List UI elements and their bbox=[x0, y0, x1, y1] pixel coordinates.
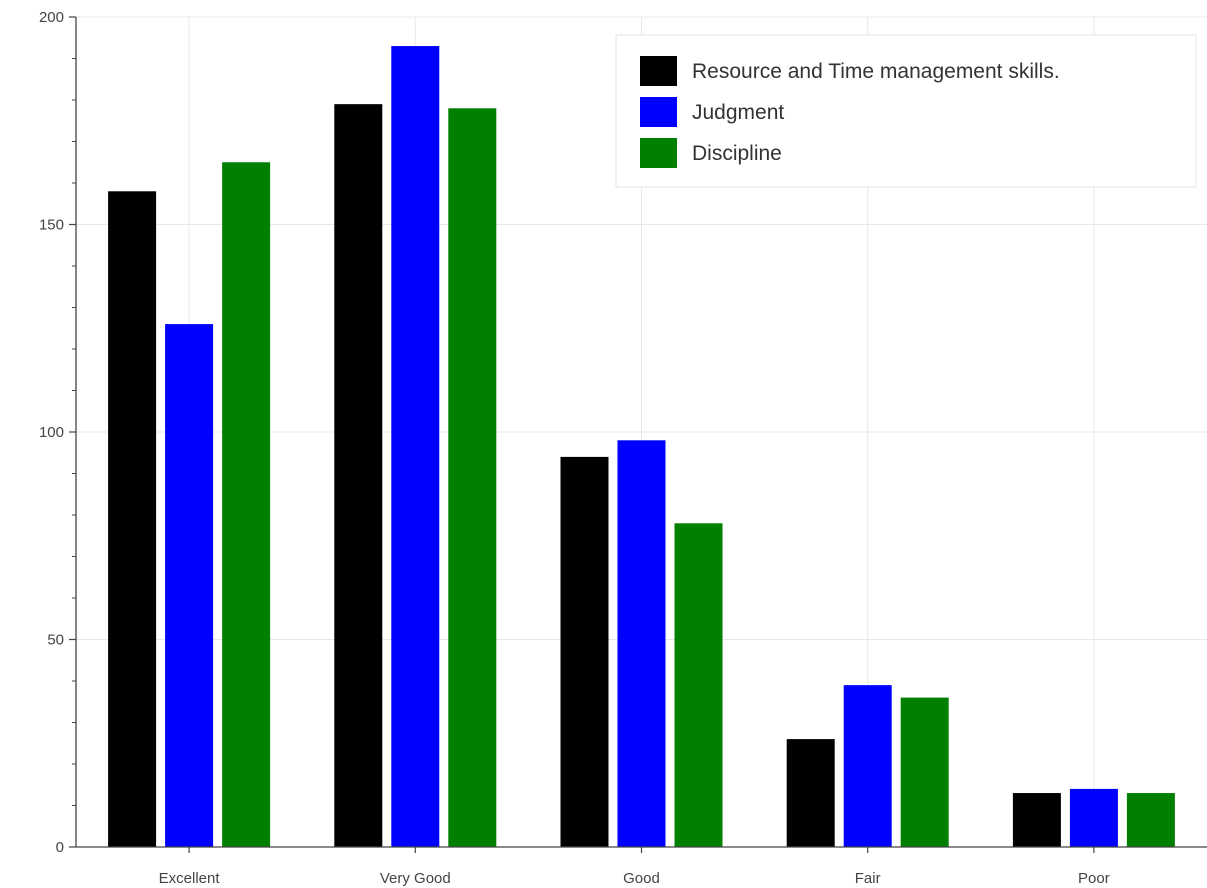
legend-box bbox=[615, 34, 1197, 188]
y-tick-label: 200 bbox=[39, 9, 64, 26]
y-tick-labels: 0 50 100 150 200 bbox=[39, 9, 64, 856]
x-tick-label: Very Good bbox=[380, 870, 451, 887]
x-tick-label: Poor bbox=[1078, 870, 1110, 887]
bar bbox=[786, 739, 835, 847]
bar bbox=[448, 108, 497, 848]
bar bbox=[1069, 788, 1118, 847]
bar bbox=[334, 104, 383, 847]
legend-swatch bbox=[640, 97, 677, 127]
y-tick-label: 150 bbox=[39, 217, 64, 234]
bar bbox=[391, 46, 440, 848]
legend-swatch bbox=[640, 56, 677, 86]
bar bbox=[165, 324, 214, 848]
legend-swatch bbox=[640, 138, 677, 168]
y-tick-label: 50 bbox=[47, 632, 64, 649]
bar bbox=[1012, 793, 1061, 847]
bar bbox=[843, 685, 892, 847]
y-tick-label: 100 bbox=[39, 424, 64, 441]
legend: Resource and Time management skills. Judg… bbox=[615, 34, 1197, 188]
bar bbox=[617, 440, 666, 847]
bar bbox=[1126, 793, 1175, 847]
x-tick-labels: Excellent Very Good Good Fair Poor bbox=[159, 870, 1110, 887]
x-tick-label: Good bbox=[623, 870, 660, 887]
y-tick-label: 0 bbox=[56, 839, 64, 856]
bar bbox=[560, 456, 609, 847]
legend-label: Resource and Time management skills. bbox=[692, 60, 1060, 83]
bars bbox=[108, 46, 1175, 848]
legend-label: Discipline bbox=[692, 142, 782, 165]
bar bbox=[900, 697, 949, 847]
legend-label: Judgment bbox=[692, 101, 784, 124]
bar bbox=[674, 523, 723, 847]
x-tick-label: Fair bbox=[855, 870, 881, 887]
bar bbox=[222, 162, 271, 847]
x-tick-label: Excellent bbox=[159, 870, 221, 887]
axes bbox=[69, 16, 1207, 853]
bar bbox=[108, 191, 157, 848]
